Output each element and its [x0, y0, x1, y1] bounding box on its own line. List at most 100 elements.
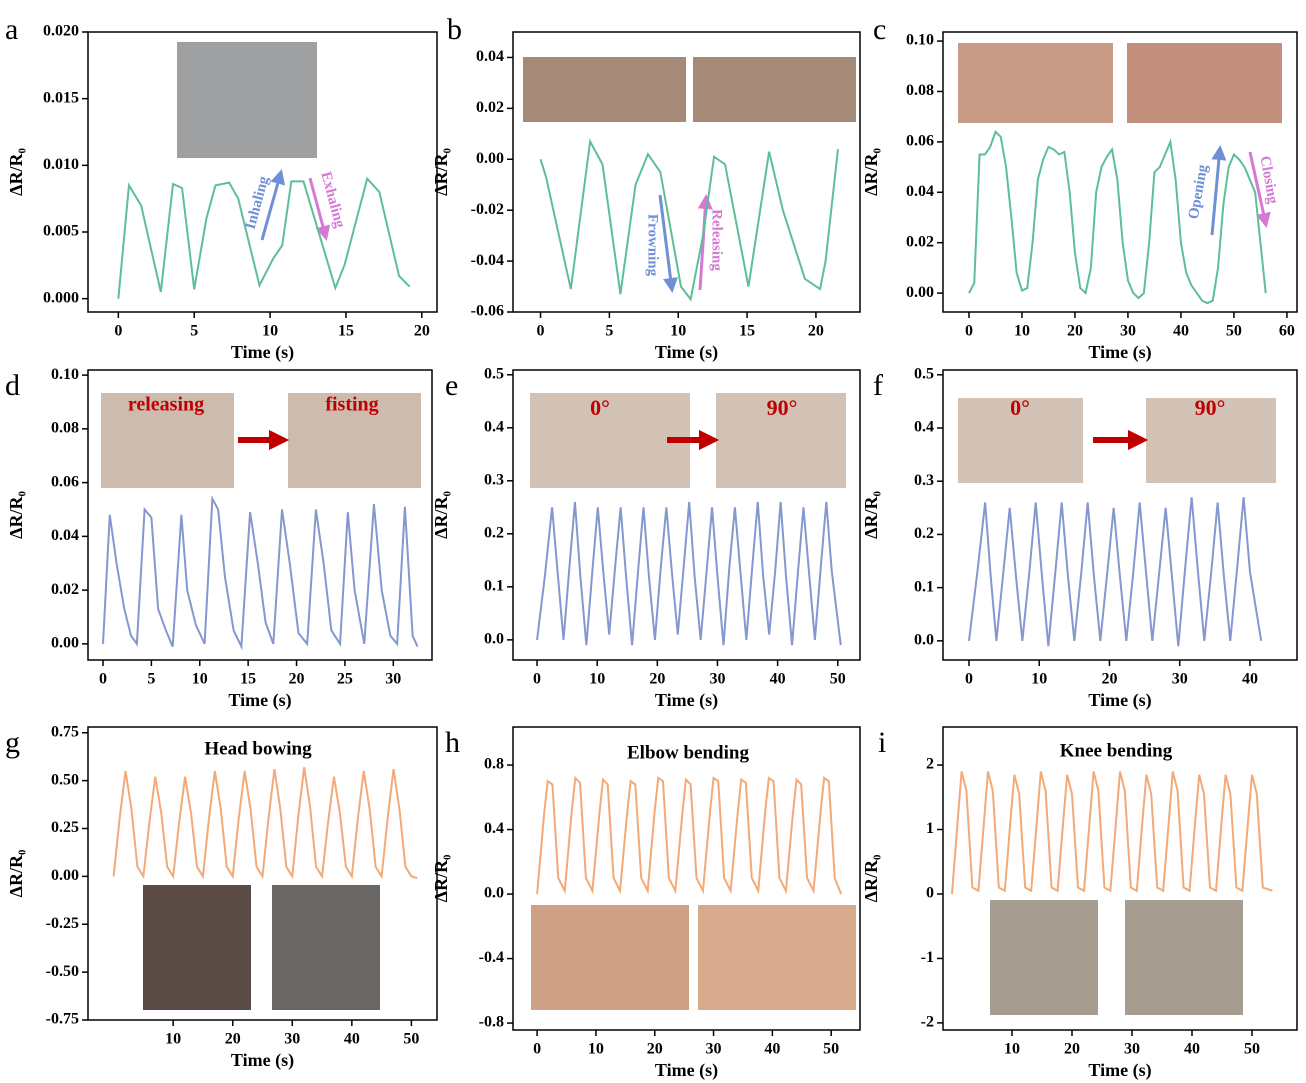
x-axis-label: Time (s): [231, 1050, 294, 1071]
x-tick-label: 15: [240, 671, 256, 688]
y-tick-label: 0.08: [906, 82, 934, 99]
x-tick-label: 40: [770, 671, 786, 688]
y-tick-label: 0.00: [51, 635, 79, 652]
y-tick-label: 0.0: [484, 631, 504, 648]
x-tick-label: 30: [706, 1041, 722, 1058]
x-tick-label: 0: [533, 671, 541, 688]
x-axis-label: Time (s): [231, 342, 294, 363]
y-tick-label: 0.50: [51, 771, 79, 788]
y-tick-label: 0.1: [484, 578, 504, 595]
x-tick-label: 30: [709, 671, 725, 688]
y-tick-label: 0.75: [51, 723, 79, 740]
x-tick-label: 20: [414, 323, 430, 340]
photo: [177, 42, 317, 158]
data-line: [103, 499, 417, 647]
y-tick-label: 0.3: [484, 471, 504, 488]
y-tick-label: 2: [926, 756, 934, 773]
data-line: [969, 132, 1266, 303]
panel-label: e: [445, 369, 458, 402]
x-tick-label: 40: [1184, 1041, 1200, 1058]
data-line: [952, 771, 1272, 893]
y-tick-label: 0.3: [914, 472, 934, 489]
data-line: [541, 141, 838, 299]
y-tick-label: 0.00: [476, 150, 504, 167]
y-tick-label: 1: [926, 820, 934, 837]
y-axis-label: ΔR/R₀: [431, 491, 451, 539]
photo: [143, 885, 251, 1010]
x-tick-label: 0: [537, 323, 545, 340]
y-tick-label: 0.5: [484, 365, 504, 382]
y-tick-label: 0.4: [484, 820, 504, 837]
x-tick-label: 20: [1101, 671, 1117, 688]
y-tick-label: 0.02: [476, 99, 504, 116]
y-axis-label: ΔR/R₀: [6, 850, 26, 898]
photo: [698, 905, 856, 1010]
y-tick-label: 0.020: [43, 23, 79, 40]
y-tick-label: 0.04: [51, 527, 79, 544]
x-tick-label: 10: [192, 671, 208, 688]
y-tick-label: 0.4: [484, 418, 504, 435]
x-tick-label: 20: [649, 671, 665, 688]
y-tick-label: 0.25: [51, 819, 79, 836]
photo: [272, 885, 380, 1010]
y-tick-label: 0.8: [484, 756, 504, 773]
panel: f0.00.10.20.30.40.5010203040Time (s)ΔR/R…: [861, 365, 1297, 711]
y-axis-label: ΔR/R₀: [431, 148, 451, 196]
photo: [1127, 43, 1282, 123]
photo: [693, 57, 856, 122]
x-tick-label: 50: [1244, 1041, 1260, 1058]
x-tick-label: 50: [830, 671, 846, 688]
panel: i-2-10121020304050Time (s)ΔR/R₀Knee bend…: [861, 726, 1297, 1081]
x-tick-label: 20: [225, 1031, 241, 1048]
annotation: 90°: [1195, 395, 1226, 420]
panel-title: Elbow bending: [627, 742, 749, 763]
y-tick-label: -0.8: [479, 1014, 504, 1031]
panel-label: f: [873, 369, 883, 402]
annotation: 90°: [767, 395, 798, 420]
x-tick-label: 10: [165, 1031, 181, 1048]
x-axis-label: Time (s): [655, 690, 718, 711]
y-axis-label: ΔR/R₀: [861, 855, 881, 903]
x-tick-label: 20: [289, 671, 305, 688]
annotation: 0°: [590, 395, 610, 420]
y-tick-label: 0.010: [43, 156, 79, 173]
y-tick-label: 0.06: [51, 473, 79, 490]
panel-label: g: [5, 726, 20, 759]
x-axis-label: Time (s): [1088, 342, 1151, 363]
y-tick-label: 0.10: [906, 32, 934, 49]
y-tick-label: 0.08: [51, 420, 79, 437]
y-tick-label: -0.75: [46, 1011, 79, 1028]
annotation: Releasing: [709, 209, 725, 271]
x-tick-label: 50: [1226, 323, 1242, 340]
panel-label: b: [447, 13, 462, 46]
x-tick-label: 10: [589, 671, 605, 688]
y-tick-label: 0.0: [914, 632, 934, 649]
x-tick-label: 30: [1172, 671, 1188, 688]
x-tick-label: 30: [1124, 1041, 1140, 1058]
data-line: [537, 778, 841, 894]
x-tick-label: 0: [965, 671, 973, 688]
x-tick-label: 0: [533, 1041, 541, 1058]
x-tick-label: 50: [403, 1031, 419, 1048]
y-tick-label: 0.02: [906, 233, 934, 250]
y-tick-label: 0.2: [484, 524, 504, 541]
y-axis-label: ΔR/R₀: [431, 855, 451, 903]
x-tick-label: 10: [1014, 323, 1030, 340]
x-tick-label: 5: [605, 323, 613, 340]
annotation: Frowning: [645, 214, 661, 277]
x-tick-label: 10: [1031, 671, 1047, 688]
x-tick-label: 40: [764, 1041, 780, 1058]
x-tick-label: 60: [1279, 323, 1295, 340]
y-tick-label: 0: [926, 885, 934, 902]
x-tick-label: 0: [114, 323, 122, 340]
photo: [1125, 900, 1243, 1015]
panel-label: a: [5, 13, 18, 46]
arrow: [1212, 148, 1220, 235]
annotation: 0°: [1010, 395, 1030, 420]
panel: c0.000.020.040.060.080.100102030405060Ti…: [861, 13, 1297, 363]
x-tick-label: 40: [344, 1031, 360, 1048]
x-tick-label: 0: [99, 671, 107, 688]
y-tick-label: 0.2: [914, 525, 934, 542]
